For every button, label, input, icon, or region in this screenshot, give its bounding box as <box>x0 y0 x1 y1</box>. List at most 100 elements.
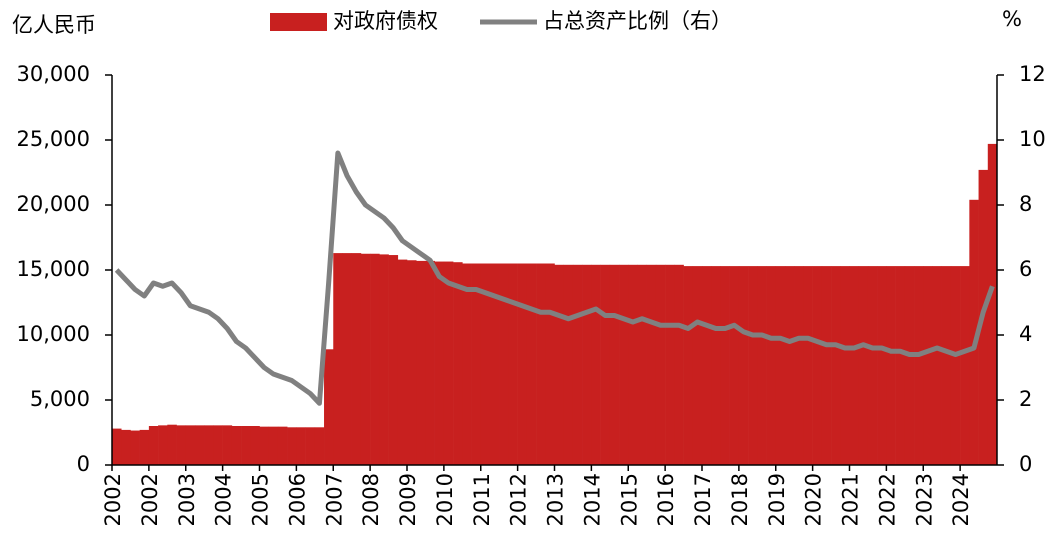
bar <box>987 143 998 465</box>
bar <box>950 266 961 465</box>
x-tick-label: 2015 <box>617 473 641 526</box>
bar <box>314 427 325 465</box>
bar <box>895 266 906 465</box>
bar <box>407 260 417 465</box>
bars <box>112 143 998 466</box>
bar <box>268 426 279 465</box>
x-tick-label: 2024 <box>949 473 973 526</box>
bar <box>637 264 647 465</box>
bar <box>960 266 970 465</box>
bar <box>941 266 952 465</box>
x-tick-label: 2021 <box>839 473 863 526</box>
bar <box>443 261 454 465</box>
y-tick-label: 20,000 <box>17 192 90 216</box>
x-tick-label: 2016 <box>654 473 678 526</box>
bar <box>858 266 869 465</box>
x-tick-label: 2012 <box>507 473 531 526</box>
bar <box>351 253 362 465</box>
bar <box>572 264 583 465</box>
x-tick-label: 2010 <box>433 473 457 526</box>
y-axis-unit: 亿人民币 <box>12 13 96 37</box>
bar <box>333 253 343 465</box>
bar <box>766 266 777 465</box>
y2-tick-label: 8 <box>1019 192 1032 216</box>
bar <box>416 260 426 465</box>
bar <box>877 266 887 465</box>
x-tick-label: 2002 <box>101 473 125 526</box>
bar <box>683 266 694 465</box>
bar <box>204 425 214 465</box>
bar <box>536 263 546 465</box>
bar <box>388 255 399 465</box>
legend-swatch <box>270 13 327 31</box>
x-tick-label: 2019 <box>765 473 789 526</box>
bar <box>517 263 528 465</box>
y2-tick-label: 10 <box>1019 127 1045 151</box>
bar <box>526 263 537 465</box>
bar <box>969 199 979 466</box>
bar <box>167 424 177 465</box>
bar <box>932 266 942 465</box>
line <box>114 150 995 406</box>
bar <box>812 266 823 465</box>
x-tick-label: 2018 <box>728 473 752 526</box>
bar <box>674 264 684 465</box>
bar <box>250 426 260 465</box>
bar <box>711 266 721 465</box>
x-tick-label: 2017 <box>691 473 715 526</box>
x-tick-label: 2006 <box>285 473 309 526</box>
bar <box>563 264 574 465</box>
x-tick-label: 2011 <box>470 473 494 526</box>
bar <box>342 253 352 465</box>
x-tick-label: 2002 <box>138 473 162 526</box>
bar <box>360 253 371 465</box>
legend-label: 占总资产比例（右） <box>543 9 732 33</box>
bar <box>886 266 896 465</box>
legend-label: 对政府债权 <box>333 9 438 33</box>
x-tick-label: 2014 <box>580 473 604 526</box>
bar <box>185 425 196 465</box>
bar <box>213 425 223 465</box>
x-tick-label: 2008 <box>359 473 383 526</box>
y-tick-label: 25,000 <box>17 127 90 151</box>
bar <box>324 349 334 465</box>
bar <box>803 266 813 465</box>
bar <box>259 426 270 465</box>
bar <box>849 266 860 465</box>
x-tick-label: 2003 <box>175 473 199 526</box>
y2-tick-label: 4 <box>1019 322 1032 346</box>
bar <box>757 266 767 465</box>
bar <box>176 425 187 465</box>
bar <box>379 254 389 465</box>
bar <box>784 266 795 465</box>
bar <box>222 425 233 465</box>
bar <box>296 427 306 465</box>
bar <box>425 260 435 465</box>
bar <box>370 253 380 465</box>
bar <box>923 266 933 465</box>
bar <box>904 266 915 465</box>
lines <box>114 150 995 406</box>
bar <box>775 266 786 465</box>
bar <box>305 427 316 465</box>
bar <box>241 426 251 465</box>
bar <box>112 428 122 465</box>
bar <box>462 263 472 465</box>
y2-tick-label: 2 <box>1019 387 1032 411</box>
bar <box>397 259 408 465</box>
y2-tick-label: 0 <box>1019 452 1032 476</box>
x-tick-label: 2005 <box>249 473 273 526</box>
bar <box>831 266 841 465</box>
y2-tick-label: 12 <box>1019 62 1045 86</box>
bar <box>720 266 730 465</box>
x-tick-label: 2022 <box>875 473 899 526</box>
bar <box>130 430 140 465</box>
y-tick-label: 15,000 <box>17 257 90 281</box>
bar <box>499 263 509 465</box>
x-tick-label: 2009 <box>396 473 420 526</box>
bar <box>582 264 592 465</box>
bar <box>194 425 205 465</box>
bar <box>508 263 518 465</box>
bar <box>554 264 565 465</box>
